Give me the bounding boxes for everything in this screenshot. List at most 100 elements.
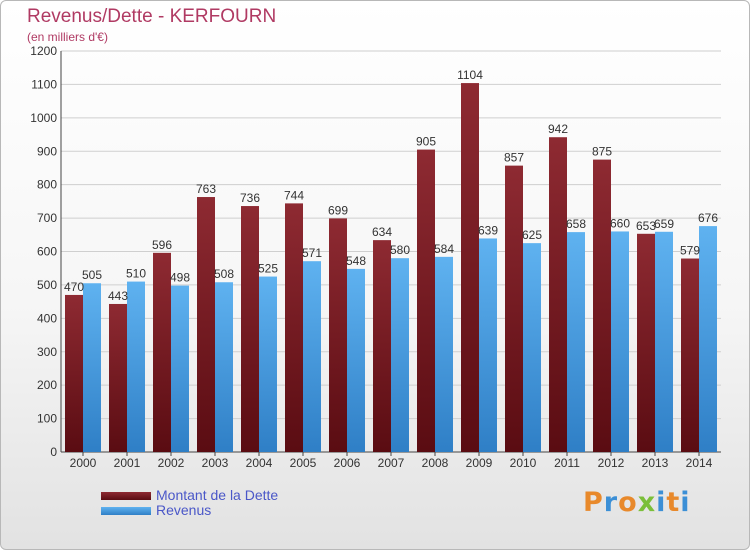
y-tick-label: 400	[37, 311, 57, 325]
x-tick-label: 2003	[202, 456, 229, 470]
data-label-dette: 1104	[457, 68, 483, 82]
bar-dette-2014	[681, 258, 699, 452]
data-label-dette: 736	[240, 191, 260, 205]
data-label-revenus: 571	[302, 246, 322, 260]
data-label-dette: 470	[64, 280, 84, 294]
data-label-dette: 763	[196, 182, 216, 196]
legend-swatch-revenus	[101, 507, 151, 515]
data-label-dette: 579	[680, 244, 700, 258]
bar-revenus-2006	[347, 268, 365, 452]
y-tick-label: 200	[37, 378, 57, 392]
bar-revenus-2000	[83, 283, 101, 452]
bar-dette-2012	[593, 159, 611, 452]
data-label-dette: 699	[328, 203, 348, 217]
logo-letter: x	[637, 487, 657, 518]
bar-revenus-2003	[215, 282, 233, 452]
x-tick-label: 2013	[642, 456, 669, 470]
bar-dette-2003	[197, 197, 215, 452]
bar-dette-2007	[373, 240, 391, 452]
data-label-dette: 634	[372, 225, 392, 239]
y-tick-label: 500	[37, 278, 57, 292]
bar-dette-2001	[109, 303, 127, 452]
data-label-dette: 857	[504, 151, 524, 165]
logo-letter: i	[680, 487, 691, 518]
bar-revenus-2009	[479, 238, 497, 452]
x-tick-label: 2007	[378, 456, 405, 470]
data-label-dette: 942	[548, 122, 568, 136]
data-label-dette: 875	[592, 145, 612, 159]
bar-revenus-2005	[303, 261, 321, 452]
bar-revenus-2010	[523, 243, 541, 452]
x-tick-label: 2006	[334, 456, 361, 470]
bar-revenus-2007	[391, 258, 409, 452]
data-label-dette: 596	[152, 238, 172, 252]
logo-letter: i	[656, 487, 667, 518]
bar-dette-2011	[549, 137, 567, 452]
y-tick-label: 100	[37, 412, 57, 426]
data-label-revenus: 660	[610, 216, 630, 230]
bar-revenus-2013	[655, 231, 673, 452]
legend-swatch-dette	[101, 492, 151, 500]
bars	[65, 83, 717, 452]
data-label-revenus: 505	[82, 268, 102, 282]
data-label-revenus: 580	[390, 243, 410, 257]
x-tick-label: 2002	[158, 456, 185, 470]
bar-dette-2008	[417, 149, 435, 452]
logo-letter: t	[666, 487, 681, 518]
y-tick-label: 800	[37, 178, 57, 192]
bar-dette-2002	[153, 252, 171, 452]
y-tick-label: 900	[37, 144, 57, 158]
bar-revenus-2001	[127, 281, 145, 452]
bar-revenus-2014	[699, 226, 717, 452]
x-tick-label: 2000	[70, 456, 97, 470]
data-label-revenus: 584	[434, 242, 454, 256]
x-tick-label: 2009	[466, 456, 493, 470]
y-tick-label: 1200	[30, 44, 57, 58]
data-label-revenus: 639	[478, 223, 498, 237]
bar-dette-2005	[285, 203, 303, 452]
bar-revenus-2008	[435, 256, 453, 452]
data-label-dette: 905	[416, 135, 436, 149]
data-label-revenus: 548	[346, 254, 366, 268]
data-label-revenus: 658	[566, 217, 586, 231]
chart-title: Revenus/Dette - KERFOURN	[27, 6, 277, 27]
bar-revenus-2012	[611, 231, 629, 452]
x-tick-label: 2011	[554, 456, 580, 470]
proxiti-logo: Proxiti	[583, 487, 691, 518]
bar-revenus-2002	[171, 285, 189, 452]
chart-subtitle: (en milliers d'€)	[27, 30, 108, 44]
logo-letter: r	[603, 487, 619, 518]
bar-revenus-2004	[259, 276, 277, 452]
x-tick-label: 2012	[598, 456, 625, 470]
logo-letter: P	[583, 487, 604, 518]
axes: 0 100 200 300 400 500 600 700 800 900 1000 1100 1200…	[30, 44, 721, 470]
x-tick-label: 2008	[422, 456, 449, 470]
data-label-revenus: 659	[654, 217, 674, 231]
data-label-dette: 744	[284, 188, 304, 202]
x-tick-label: 2004	[246, 456, 273, 470]
y-tick-label: 600	[37, 245, 57, 259]
y-tick-label: 700	[37, 211, 57, 225]
x-tick-label: 2001	[114, 456, 141, 470]
x-tick-label: 2014	[686, 456, 713, 470]
legend-label-dette: Montant de la Dette	[156, 487, 279, 503]
data-label-revenus: 625	[522, 228, 542, 242]
legend-label-revenus: Revenus	[156, 502, 212, 518]
data-label-revenus: 498	[170, 271, 190, 285]
y-tick-label: 0	[50, 445, 57, 459]
y-tick-label: 1100	[31, 77, 57, 91]
bar-dette-2010	[505, 165, 523, 452]
data-label-dette: 443	[108, 289, 128, 303]
data-label-revenus: 508	[214, 267, 234, 281]
bar-dette-2006	[329, 218, 347, 452]
bar-dette-2013	[637, 233, 655, 452]
bar-dette-2000	[65, 294, 83, 452]
bar-dette-2009	[461, 83, 479, 452]
bar-dette-2004	[241, 206, 259, 452]
data-label-revenus: 510	[126, 267, 146, 281]
bar-revenus-2011	[567, 232, 585, 452]
x-tick-label: 2005	[290, 456, 317, 470]
